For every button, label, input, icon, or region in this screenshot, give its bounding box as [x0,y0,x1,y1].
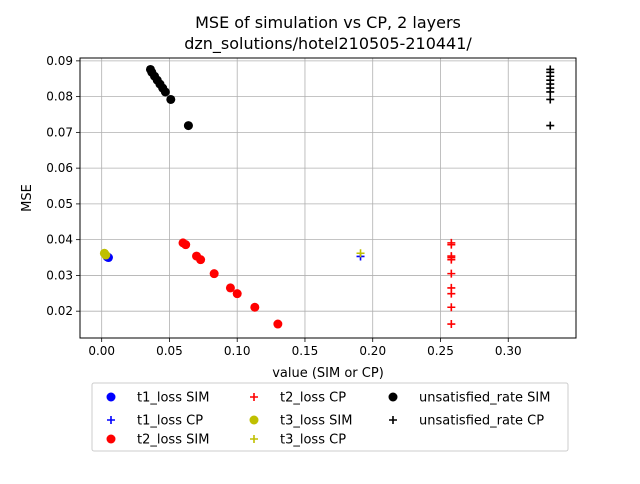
chart-title: MSE of simulation vs CP, 2 layers [195,13,461,32]
legend-label-t3-loss-cp: t3_loss CP [280,433,346,448]
t2-loss-sim-point [196,255,206,265]
t2-loss-cp-point [447,253,456,262]
y-axis: 0.02 0.03 0.04 0.05 0.06 0.07 0.08 0.09 [46,54,80,318]
t2-loss-sim-point [225,283,235,293]
legend: t1_loss SIM t1_loss CP t2_loss SIM t2_loss … [91,382,569,452]
unsatisfied-rate-sim-point [183,121,193,131]
t2-loss-sim-point [250,302,260,312]
t2-loss-cp-point [447,289,456,298]
data-marks [99,64,555,329]
legend-label-t1-loss-cp: t1_loss CP [137,414,203,429]
t2-loss-cp-series [447,238,456,329]
unsatisfied-rate-cp-series [546,65,555,130]
unsatisfied-rate-cp-point [546,87,555,96]
unsatisfied-rate-cp-point [546,121,555,130]
y-tick-label: 0.03 [46,268,73,282]
t2-loss-sim-series [178,238,283,329]
grid [80,58,576,338]
t3-loss-cp-point [356,249,365,258]
x-tick-label: 0.00 [88,344,115,358]
x-tick-label: 0.30 [495,344,522,358]
unsatisfied-rate-cp-point [546,95,555,104]
legend-label-t2-loss-cp: t2_loss CP [280,391,346,406]
y-tick-label: 0.08 [46,90,73,104]
x-tick-label: 0.10 [224,344,251,358]
x-axis: 0.00 0.05 0.10 0.15 0.20 0.25 0.30 [88,338,522,358]
t3-loss-sim-series [99,248,111,260]
legend-label-t3-loss-sim: t3_loss SIM [280,414,352,429]
legend-marker-t3-loss-sim [249,415,259,425]
t2-loss-sim-point [209,269,219,279]
y-tick-label: 0.02 [46,304,73,318]
legend-label-unsatisfied-rate-cp: unsatisfied_rate CP [419,414,544,429]
t2-loss-sim-point [181,240,191,250]
y-tick-label: 0.04 [46,233,73,247]
legend-marker-unsatisfied-rate-cp [389,416,397,424]
x-axis-label: value (SIM or CP) [272,366,384,381]
legend-label-t2-loss-sim: t2_loss SIM [137,433,209,448]
x-tick-label: 0.15 [292,344,319,358]
chart-subtitle: dzn_solutions/hotel210505-210441/ [184,34,472,54]
unsatisfied-rate-sim-point [166,94,176,104]
y-tick-label: 0.07 [46,125,73,139]
t3-loss-cp-series [356,249,365,258]
legend-marker-t2-loss-cp [250,393,258,401]
legend-marker-unsatisfied-rate-sim [388,392,398,402]
unsatisfied-rate-sim-series [145,64,193,131]
t2-loss-sim-point [232,289,242,299]
y-axis-label: MSE [20,184,35,212]
x-tick-label: 0.20 [359,344,386,358]
legend-box [91,382,569,452]
x-tick-label: 0.05 [156,344,183,358]
legend-label-unsatisfied-rate-sim: unsatisfied_rate SIM [419,391,550,406]
y-tick-label: 0.05 [46,197,73,211]
t2-loss-cp-point [447,303,456,312]
t2-loss-cp-point [447,320,456,329]
t2-loss-cp-point [447,240,456,249]
legend-marker-t2-loss-sim [106,434,116,444]
x-tick-label: 0.25 [427,344,454,358]
y-tick-label: 0.06 [46,161,73,175]
t2-loss-sim-point [273,319,283,329]
t2-loss-cp-point [447,269,456,278]
legend-marker-t1-loss-sim [106,392,116,402]
y-tick-label: 0.09 [46,54,73,68]
legend-label-t1-loss-sim: t1_loss SIM [137,391,209,406]
legend-marker-t1-loss-cp [107,416,115,424]
t3-loss-sim-point [101,250,111,260]
plot-frame [79,57,577,339]
unsatisfied-rate-sim-point [160,87,170,97]
legend-marker-t3-loss-cp [250,435,258,443]
